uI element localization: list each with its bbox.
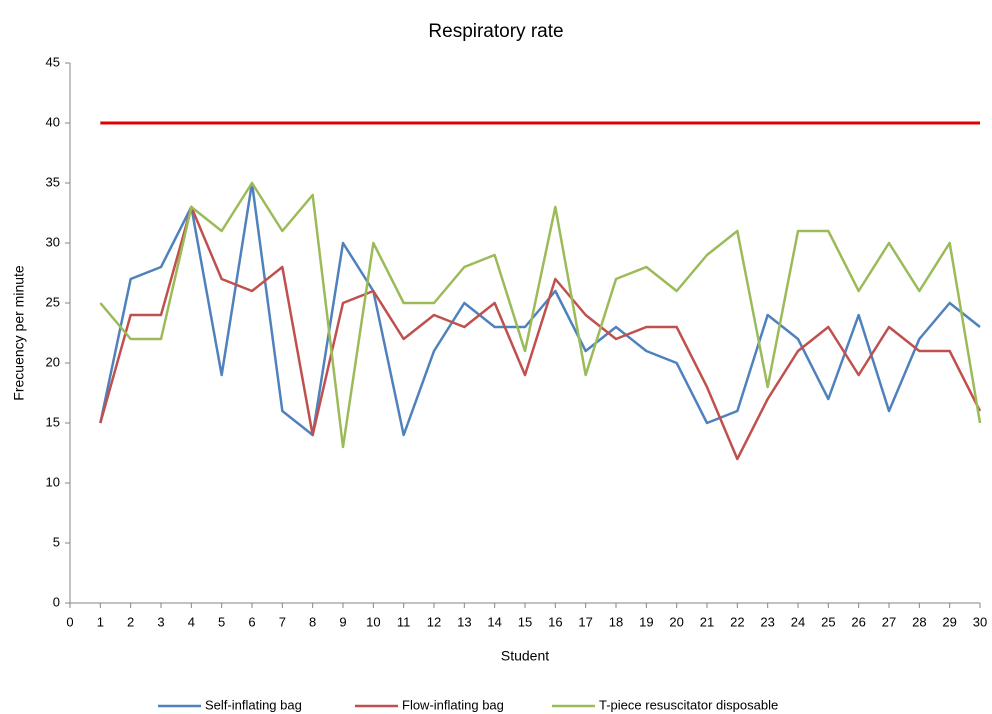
- x-tick-label: 28: [912, 614, 926, 629]
- x-tick-label: 21: [700, 614, 714, 629]
- y-tick-label: 35: [46, 174, 60, 189]
- x-tick-label: 0: [66, 614, 73, 629]
- x-tick-label: 24: [791, 614, 805, 629]
- x-tick-label: 7: [279, 614, 286, 629]
- x-tick-label: 13: [457, 614, 471, 629]
- x-tick-label: 25: [821, 614, 835, 629]
- x-tick-label: 16: [548, 614, 562, 629]
- x-tick-label: 26: [851, 614, 865, 629]
- y-tick-label: 5: [53, 534, 60, 549]
- x-tick-label: 2: [127, 614, 134, 629]
- x-tick-label: 18: [609, 614, 623, 629]
- x-tick-label: 27: [882, 614, 896, 629]
- x-tick-label: 10: [366, 614, 380, 629]
- x-tick-label: 22: [730, 614, 744, 629]
- legend-label: Flow-inflating bag: [402, 697, 504, 712]
- x-tick-label: 20: [669, 614, 683, 629]
- x-axis-title: Student: [501, 648, 549, 664]
- x-tick-label: 11: [397, 614, 411, 629]
- legend-label: Self-inflating bag: [205, 697, 302, 712]
- y-tick-label: 40: [46, 114, 60, 129]
- x-tick-label: 1: [97, 614, 104, 629]
- chart-title: Respiratory rate: [428, 21, 563, 42]
- legend-label: T-piece resuscitator disposable: [599, 697, 778, 712]
- x-tick-label: 9: [339, 614, 346, 629]
- x-tick-label: 8: [309, 614, 316, 629]
- y-tick-label: 10: [46, 474, 60, 489]
- y-tick-label: 0: [53, 594, 60, 609]
- x-tick-label: 17: [578, 614, 592, 629]
- x-tick-label: 3: [157, 614, 164, 629]
- y-tick-label: 25: [46, 294, 60, 309]
- x-tick-label: 14: [487, 614, 501, 629]
- y-tick-label: 15: [46, 414, 60, 429]
- x-tick-label: 30: [973, 614, 987, 629]
- series-line: [99, 181, 981, 437]
- x-tick-label: 19: [639, 614, 653, 629]
- y-axis-title: Frecuency per minute: [11, 265, 27, 401]
- y-tick-label: 20: [46, 354, 60, 369]
- x-tick-label: 29: [942, 614, 956, 629]
- series-line: [99, 205, 982, 461]
- y-tick-label: 45: [46, 54, 60, 69]
- x-tick-label: 4: [188, 614, 195, 629]
- x-tick-label: 5: [218, 614, 225, 629]
- x-tick-label: 6: [248, 614, 255, 629]
- x-tick-label: 23: [760, 614, 774, 629]
- y-tick-label: 30: [46, 234, 60, 249]
- x-tick-label: 12: [427, 614, 441, 629]
- x-tick-label: 15: [518, 614, 532, 629]
- series-line: [99, 181, 982, 449]
